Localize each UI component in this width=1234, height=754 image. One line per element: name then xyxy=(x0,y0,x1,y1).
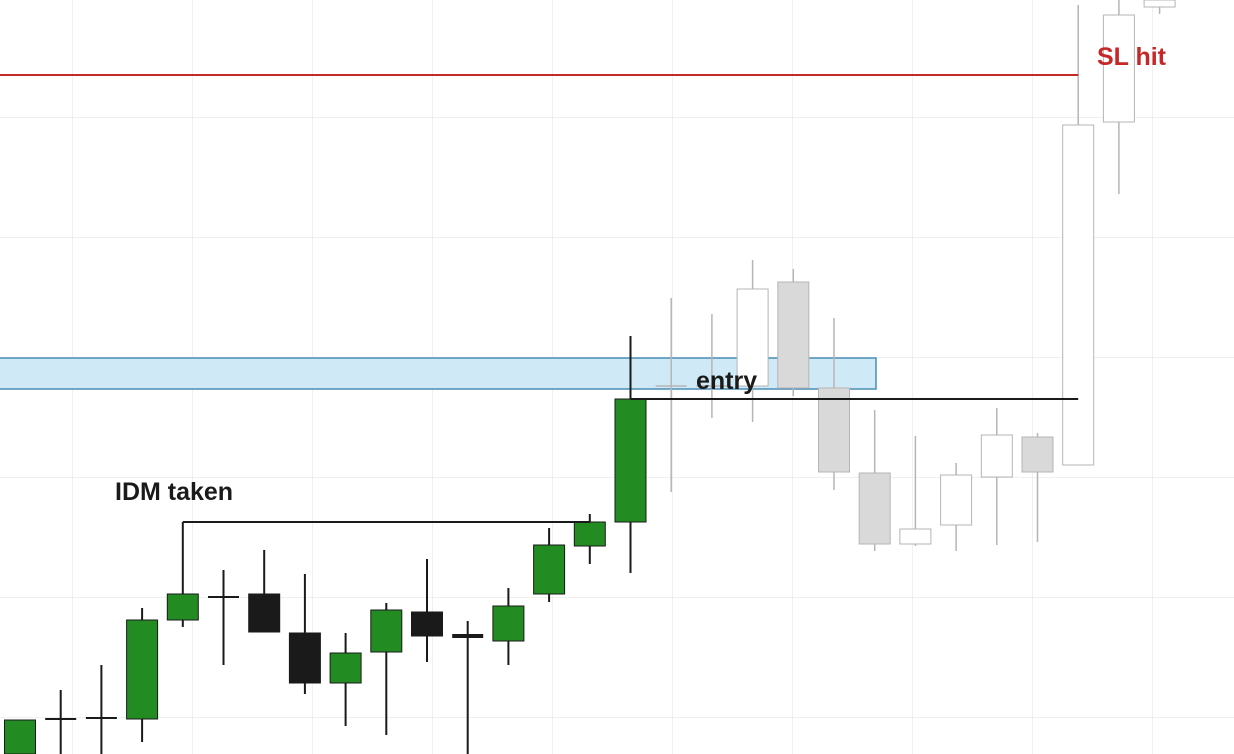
candle-body xyxy=(248,593,281,633)
candle-body xyxy=(492,605,525,642)
candle-body xyxy=(1102,14,1135,123)
candle-body xyxy=(411,611,443,637)
candle-body xyxy=(940,474,973,526)
sl-label: SL hit xyxy=(1097,43,1167,71)
candle-body xyxy=(4,719,36,754)
candle-body xyxy=(329,652,362,684)
candle-body xyxy=(126,619,159,720)
candle-body xyxy=(533,544,566,595)
zone xyxy=(0,357,877,390)
candle-body xyxy=(166,593,199,621)
candle-body xyxy=(980,434,1013,478)
candle-body xyxy=(1143,0,1176,8)
candle-body xyxy=(736,288,769,387)
candle-body xyxy=(1021,436,1054,473)
candle-body xyxy=(818,387,850,473)
candle-body xyxy=(1062,124,1095,466)
candle-body xyxy=(614,398,647,523)
candle-body xyxy=(573,521,606,547)
candle-body xyxy=(777,281,810,389)
candle-body xyxy=(288,632,321,684)
entry-label: entry xyxy=(696,367,757,395)
candle-body xyxy=(858,472,891,545)
candle-body xyxy=(899,528,932,545)
idm-label: IDM taken xyxy=(115,478,233,506)
candle-body xyxy=(370,609,403,653)
